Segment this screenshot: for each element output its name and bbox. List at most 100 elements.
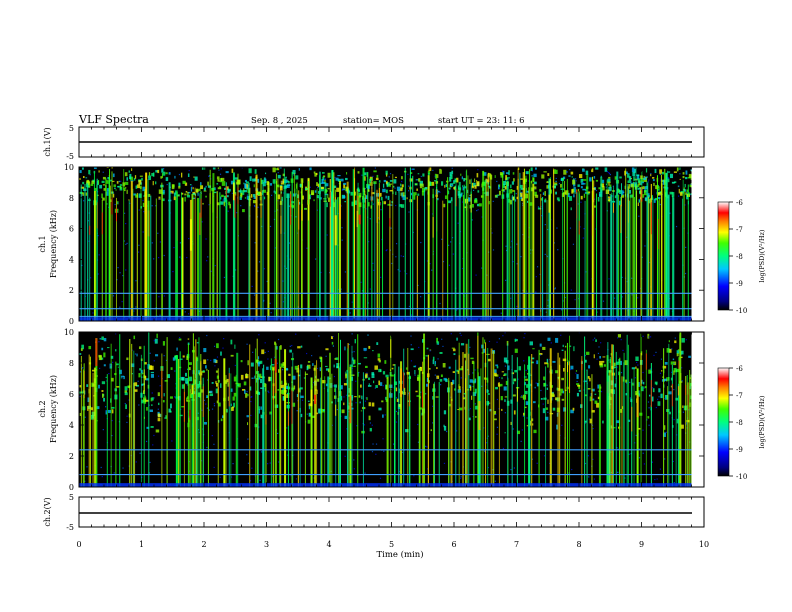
psd-pixel <box>162 341 166 346</box>
psd-pixel <box>443 424 445 428</box>
psd-pixel <box>402 192 405 197</box>
psd-pixel <box>444 184 446 188</box>
sferic-hot <box>161 367 163 399</box>
psd-pixel <box>194 176 198 181</box>
psd-pixel <box>425 187 428 189</box>
psd-pixel <box>168 408 171 413</box>
psd-pixel <box>179 256 181 258</box>
psd-pixel <box>502 181 507 186</box>
sferic-streak <box>196 360 198 487</box>
psd-pixel <box>488 340 491 343</box>
sferic-streak <box>619 357 621 487</box>
psd-pixel <box>187 191 191 194</box>
psd-pixel <box>584 359 587 363</box>
psd-pixel <box>626 171 628 175</box>
sferic-streak <box>650 183 652 321</box>
psd-pixel <box>86 179 90 185</box>
psd-pixel <box>325 355 327 357</box>
sferic-streak <box>293 172 295 321</box>
sferic-streak <box>687 382 689 487</box>
sferic-streak <box>320 377 322 487</box>
psd-pixel <box>500 173 504 178</box>
psd-pixel <box>436 375 440 379</box>
psd-pixel <box>563 169 567 175</box>
psd-pixel <box>170 190 174 194</box>
psd-pixel <box>220 177 225 182</box>
psd-pixel <box>113 472 115 474</box>
psd-pixel <box>576 380 578 383</box>
psd-pixel <box>608 176 611 179</box>
psd-pixel <box>530 374 532 376</box>
psd-pixel <box>637 364 639 366</box>
psd-pixel <box>589 377 591 382</box>
psd-pixel <box>452 348 456 352</box>
psd-pixel <box>250 362 254 367</box>
psd-pixel <box>162 171 166 176</box>
psd-pixel <box>487 435 489 437</box>
psd-pixel <box>102 176 106 180</box>
psd-pixel <box>103 397 105 402</box>
psd-pixel <box>540 198 543 201</box>
sferic-streak <box>436 178 438 321</box>
psd-pixel <box>477 190 480 193</box>
psd-pixel <box>520 255 522 258</box>
psd-pixel <box>679 192 683 196</box>
sferic-hot <box>272 383 274 400</box>
psd-pixel <box>202 370 205 372</box>
psd-pixel <box>511 181 515 185</box>
psd-pixel <box>116 386 120 388</box>
sferic-streak <box>339 181 342 321</box>
psd-pixel <box>335 177 339 181</box>
psd-pixel <box>573 192 577 194</box>
sferic-streak <box>362 372 364 487</box>
psd-pixel <box>190 393 192 398</box>
psd-pixel <box>674 340 677 344</box>
psd-pixel <box>360 281 362 283</box>
psd-pixel <box>262 189 267 193</box>
psd-pixel <box>673 171 677 173</box>
sferic-streak <box>586 175 588 321</box>
sferic-streak <box>147 179 149 321</box>
sferic-streak <box>277 178 279 321</box>
psd-pixel <box>573 346 575 352</box>
psd-pixel <box>456 337 458 341</box>
psd-pixel <box>564 345 567 348</box>
psd-pixel <box>262 300 265 303</box>
psd-pixel <box>381 238 383 241</box>
sferic-hot <box>609 393 611 409</box>
psd-pixel <box>674 337 676 339</box>
psd-pixel <box>607 181 611 184</box>
psd-pixel <box>119 185 122 189</box>
psd-pixel <box>504 412 506 414</box>
sferic-streak <box>647 196 649 321</box>
psd-pixel <box>90 277 92 279</box>
psd-pixel <box>634 377 636 379</box>
psd-pixel <box>102 429 104 431</box>
psd-pixel <box>292 375 296 380</box>
psd-pixel <box>397 412 399 415</box>
psd-pixel <box>368 402 371 407</box>
psd-pixel <box>584 354 586 357</box>
sferic-streak <box>473 361 475 487</box>
sferic-streak <box>237 173 239 321</box>
psd-pixel <box>504 365 507 367</box>
psd-pixel <box>255 378 257 383</box>
psd-pixel <box>138 404 140 406</box>
psd-pixel <box>609 193 611 196</box>
sferic-streak <box>615 351 617 487</box>
x-axis-tick-labels: 0 1 2 3 4 5 6 7 8 9 10 <box>76 540 709 549</box>
psd-pixel <box>580 195 583 200</box>
psd-pixel <box>502 170 505 175</box>
psd-pixel <box>535 291 537 293</box>
psd-pixel <box>516 196 518 200</box>
psd-pixel <box>106 203 108 205</box>
psd-pixel <box>145 440 148 443</box>
psd-pixel <box>146 407 148 411</box>
psd-pixel <box>117 202 119 204</box>
psd-pixel <box>602 300 605 302</box>
psd-pixel <box>349 397 353 401</box>
psd-pixel <box>656 188 660 191</box>
psd-pixel <box>642 381 645 385</box>
psd-pixel <box>664 458 666 460</box>
psd-pixel <box>111 406 115 409</box>
